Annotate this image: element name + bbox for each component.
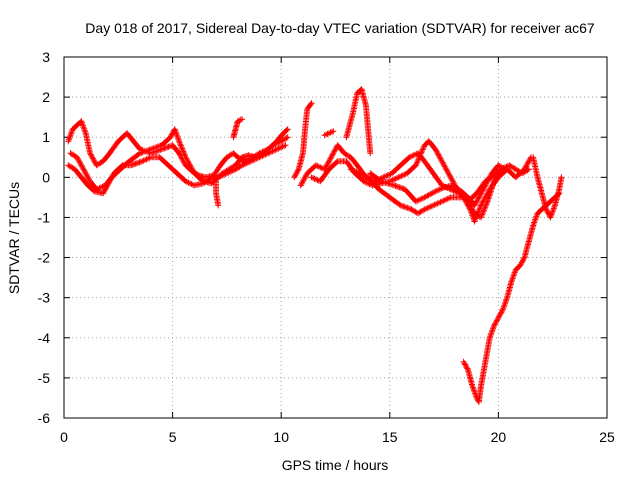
chart-title: Day 018 of 2017, Sidereal Day-to-day VTE… [85,20,595,36]
y-tick-label: -1 [38,209,51,225]
x-tick-label: 20 [491,429,507,445]
y-tick-label: -3 [38,290,51,306]
y-tick-label: -5 [38,370,51,386]
y-tick-label: -2 [38,250,51,266]
x-axis-label: GPS time / hours [282,457,389,473]
y-tick-label: 0 [42,169,50,185]
y-tick-label: 3 [42,49,50,65]
data-markers [65,86,565,405]
y-tick-label: -6 [38,410,51,426]
x-tick-label: 0 [60,429,68,445]
x-tick-label: 15 [382,429,398,445]
y-tick-label: -4 [38,330,51,346]
y-tick-label: 1 [42,129,50,145]
data-points-sdtvar [65,86,565,405]
x-tick-label: 10 [273,429,289,445]
x-tick-label: 25 [599,429,615,445]
y-tick-label: 2 [42,89,50,105]
x-tick-label: 5 [169,429,177,445]
plot-border [63,56,608,419]
y-axis-label: SDTVAR / TECUs [6,182,22,294]
